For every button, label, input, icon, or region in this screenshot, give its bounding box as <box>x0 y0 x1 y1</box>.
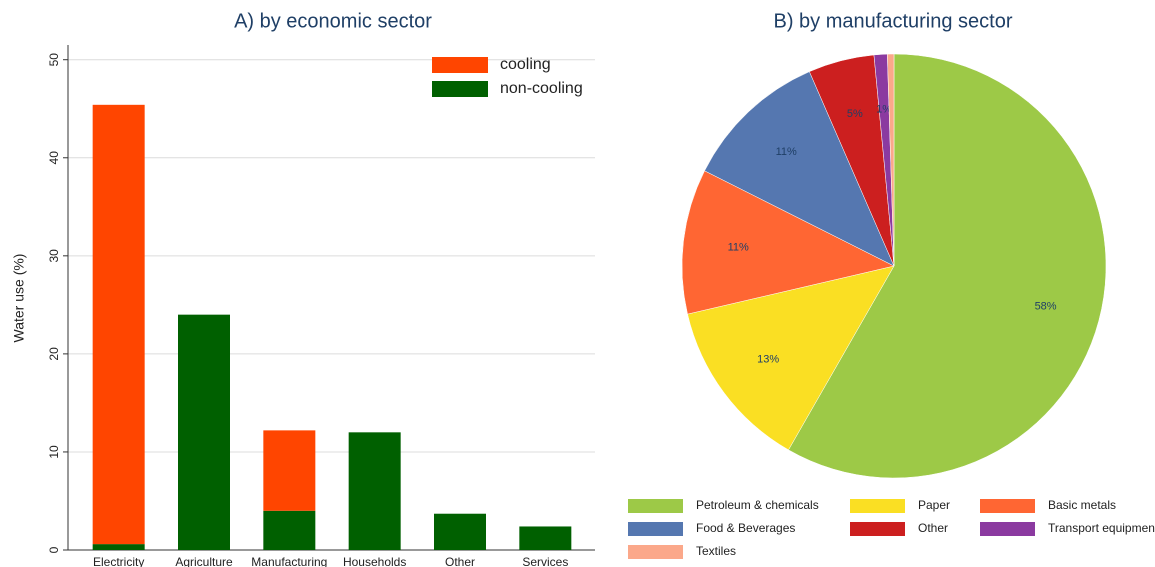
bar-segment <box>263 510 316 550</box>
pie-slice <box>788 53 1107 479</box>
pie-slice <box>887 53 895 267</box>
slice-label: 11% <box>776 146 797 158</box>
pie-slice <box>704 71 895 267</box>
legend-label: cooling <box>500 56 551 73</box>
x-tick-label: Households <box>343 555 406 567</box>
legend-swatch <box>980 522 1035 536</box>
slice-label: 58% <box>1035 300 1057 312</box>
y-tick-label: 20 <box>47 347 61 361</box>
bar-segment <box>434 513 486 550</box>
chart-title: A) by economic sector <box>234 10 432 32</box>
y-axis-label: Water use (%) <box>11 254 27 343</box>
x-tick-label: Other <box>445 555 475 567</box>
bar-segment <box>178 314 230 550</box>
legend-swatch <box>628 499 683 513</box>
bar-segment <box>348 432 401 550</box>
legend-label: non-cooling <box>500 80 583 97</box>
bar-segment <box>92 104 145 545</box>
legend-swatch <box>432 81 488 97</box>
legend-label: Other <box>918 521 948 535</box>
y-tick-label: 30 <box>47 249 61 263</box>
legend-label: Paper <box>918 498 950 512</box>
y-tick-label: 10 <box>47 445 61 459</box>
slice-label: 11% <box>728 241 749 253</box>
legend-swatch <box>628 545 683 559</box>
x-tick-label: Manufacturing <box>251 555 327 567</box>
legend-swatch <box>980 499 1035 513</box>
legend-label: Food & Beverages <box>696 521 795 535</box>
pie-slice <box>687 265 895 451</box>
pie-slice <box>681 170 895 315</box>
bar-segment <box>263 430 316 511</box>
legend-swatch <box>432 57 488 73</box>
x-tick-label: Electricity <box>93 555 144 567</box>
slice-label: 13% <box>757 354 779 366</box>
y-tick-label: 50 <box>47 53 61 67</box>
legend-label: Petroleum & chemicals <box>696 498 819 512</box>
chart-title: B) by manufacturing sector <box>774 10 1013 32</box>
x-tick-label: Services <box>522 555 568 567</box>
legend-swatch <box>850 499 905 513</box>
bar-segment <box>92 544 145 550</box>
bar-segment <box>519 526 572 550</box>
legend-label: Basic metals <box>1048 498 1116 512</box>
legend-label: Textiles <box>696 544 736 558</box>
y-tick-label: 40 <box>47 151 61 165</box>
slice-label: 5% <box>847 108 863 120</box>
x-tick-label: Agriculture <box>175 555 233 567</box>
slice-label: 1% <box>876 103 892 115</box>
legend-swatch <box>850 522 905 536</box>
legend-swatch <box>628 522 683 536</box>
y-tick-label: 0 <box>47 546 61 553</box>
legend-label: Transport equipment <box>1048 521 1155 535</box>
